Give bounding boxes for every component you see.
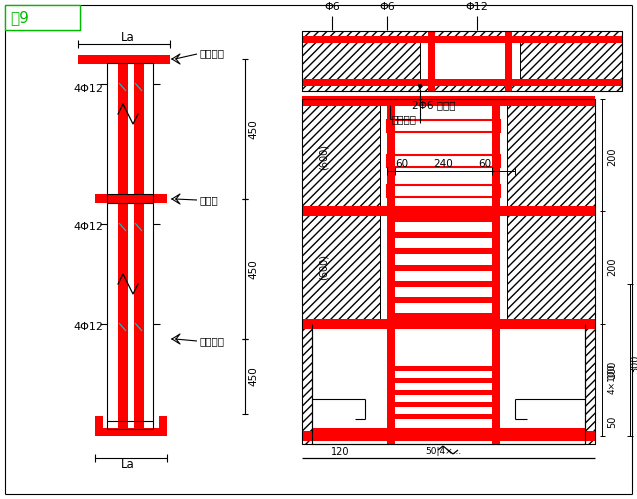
Text: 450: 450: [248, 367, 258, 386]
Bar: [387, 390, 500, 395]
Bar: [118, 63, 128, 429]
Bar: [387, 232, 500, 238]
Bar: [134, 63, 144, 429]
Bar: [5, 5, 80, 30]
Text: 450: 450: [248, 119, 258, 139]
Bar: [420, 40, 520, 82]
Bar: [387, 155, 500, 167]
Bar: [387, 216, 500, 222]
Text: Φ6: Φ6: [379, 2, 395, 12]
Text: 2Φ6 连接筋: 2Φ6 连接筋: [412, 100, 455, 110]
Bar: [144, 55, 162, 64]
Bar: [387, 366, 500, 371]
Bar: [302, 31, 622, 91]
Text: La: La: [121, 458, 135, 471]
Bar: [302, 99, 380, 444]
Bar: [507, 99, 595, 444]
Text: 50: 50: [607, 416, 617, 428]
Bar: [312, 428, 585, 436]
Text: 450: 450: [248, 259, 258, 279]
Text: (600): (600): [319, 254, 329, 280]
Bar: [302, 96, 595, 106]
Text: 全长贯通: 全长贯通: [392, 114, 417, 124]
Bar: [95, 194, 167, 203]
Text: 300: 300: [630, 355, 637, 373]
Bar: [159, 416, 167, 436]
Text: 图9: 图9: [10, 10, 29, 25]
Text: 100: 100: [607, 360, 617, 378]
Bar: [428, 31, 435, 91]
Bar: [380, 99, 507, 444]
Text: 60: 60: [396, 159, 408, 169]
Text: 4Φ12: 4Φ12: [73, 222, 103, 232]
Text: 4Φ12: 4Φ12: [73, 322, 103, 332]
Text: 首层地面: 首层地面: [200, 336, 225, 346]
Bar: [387, 297, 500, 303]
Polygon shape: [419, 85, 422, 89]
Text: Φ6: Φ6: [324, 2, 340, 12]
Bar: [387, 249, 500, 254]
Bar: [387, 313, 500, 319]
Text: 60: 60: [478, 159, 492, 169]
Bar: [387, 414, 500, 419]
Bar: [492, 99, 500, 444]
Bar: [302, 79, 622, 86]
Text: 屋顶板面: 屋顶板面: [200, 48, 225, 58]
Bar: [95, 428, 167, 436]
Text: La: La: [121, 30, 135, 43]
Bar: [78, 55, 170, 64]
Text: 4Φ12: 4Φ12: [73, 84, 103, 94]
Bar: [302, 206, 595, 216]
Bar: [95, 416, 103, 436]
Bar: [387, 99, 395, 444]
Bar: [387, 264, 500, 270]
Text: 240: 240: [434, 159, 454, 169]
Bar: [387, 185, 500, 197]
Text: (600): (600): [319, 144, 329, 170]
Bar: [302, 431, 595, 441]
Bar: [505, 31, 512, 91]
Text: 楼板面: 楼板面: [200, 195, 218, 205]
Text: 200: 200: [607, 148, 617, 166]
Bar: [387, 280, 500, 286]
Bar: [312, 324, 585, 444]
Text: 120: 120: [331, 447, 349, 457]
Bar: [387, 120, 500, 132]
Bar: [78, 55, 118, 64]
Bar: [387, 402, 500, 407]
Bar: [302, 319, 595, 329]
Bar: [387, 378, 500, 383]
Bar: [302, 36, 622, 43]
Text: Φ12: Φ12: [466, 2, 489, 12]
Text: 4×100: 4×100: [608, 364, 617, 394]
Text: 200: 200: [607, 258, 617, 276]
Text: 50|4×...: 50|4×...: [426, 448, 462, 457]
